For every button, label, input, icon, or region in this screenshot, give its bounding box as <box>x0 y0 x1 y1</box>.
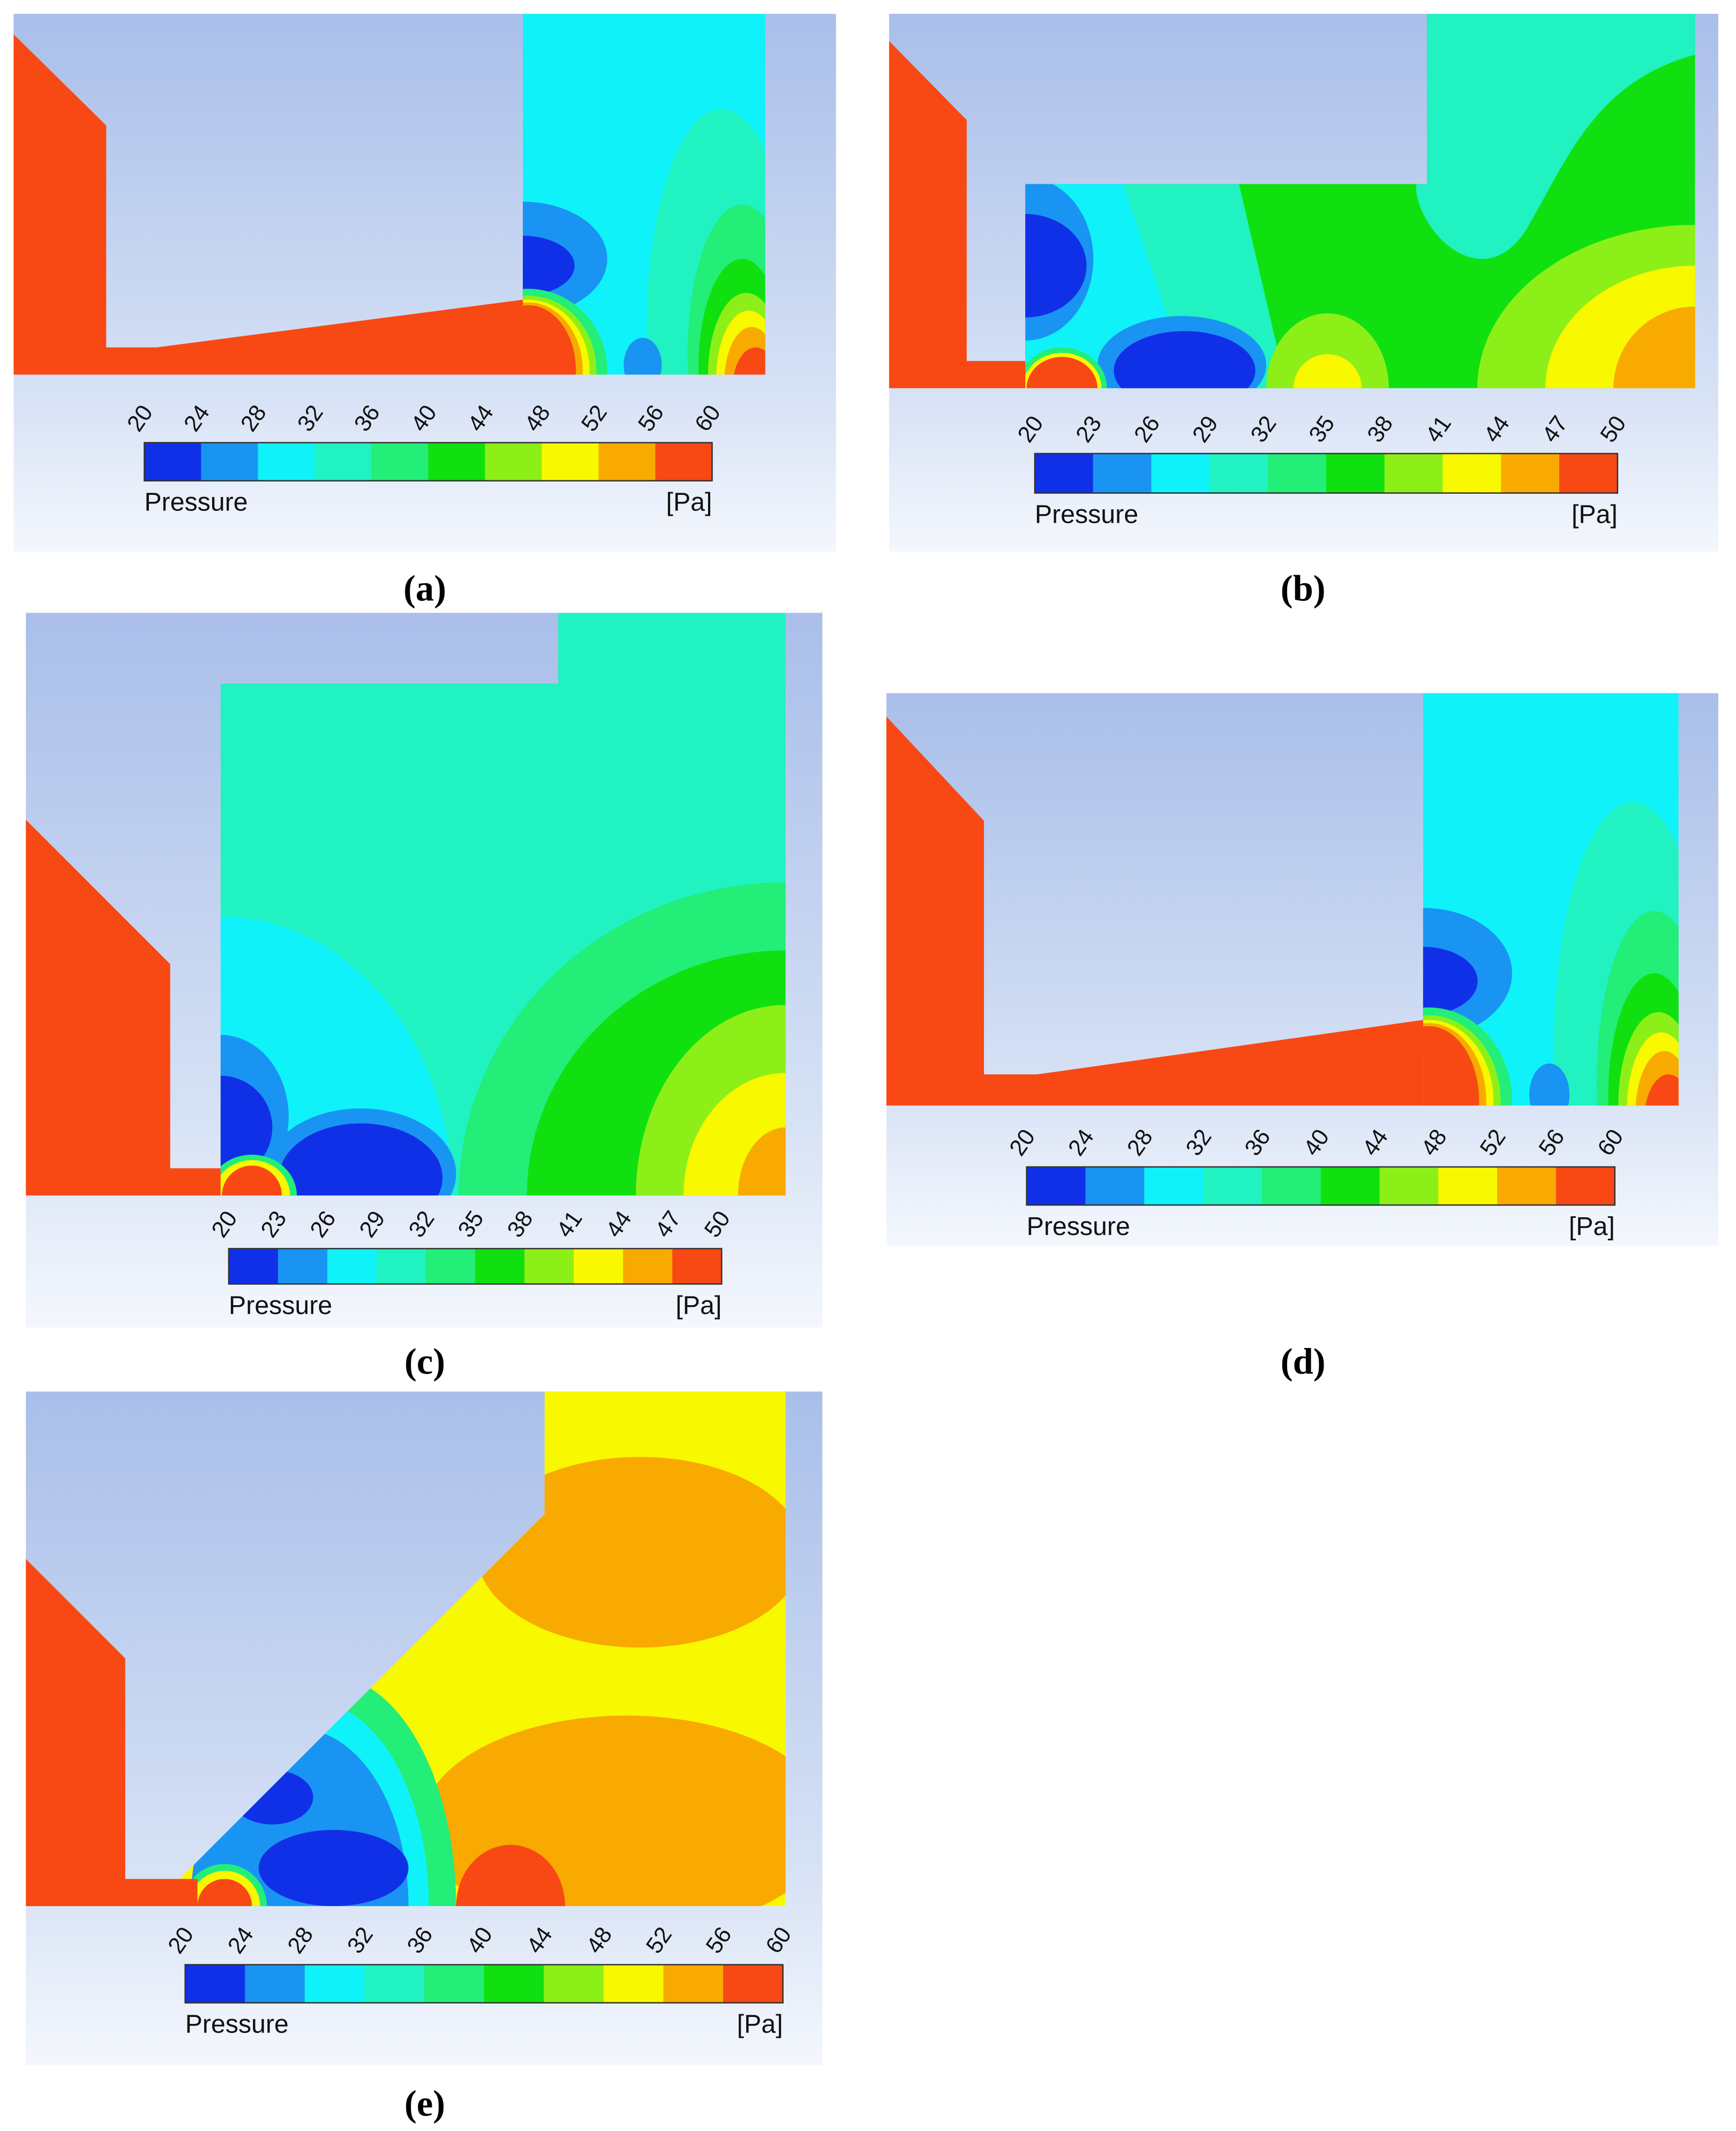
colorbar-segment <box>185 1964 246 2003</box>
contour-region <box>220 916 452 1196</box>
colorbar-segment <box>1559 453 1618 493</box>
colorbar-segment <box>524 1248 574 1284</box>
shape <box>220 613 786 1196</box>
contour-plot <box>26 613 786 1196</box>
contour-region <box>279 1123 443 1196</box>
colorbar-segment <box>1209 453 1268 493</box>
colorbar-segment <box>201 442 259 481</box>
colorbar-segment <box>1555 1166 1615 1206</box>
contour-region <box>476 1457 786 1648</box>
contour-region <box>1416 13 1695 259</box>
colorbar-segment <box>574 1248 623 1284</box>
colorbar-title: Pressure <box>229 1291 332 1320</box>
colorbar-segment <box>1501 453 1560 493</box>
colorbar-segment <box>1085 1166 1145 1206</box>
colorbar-segment <box>144 442 202 481</box>
contour-region <box>26 819 221 1196</box>
colorbar-segment <box>327 1248 377 1284</box>
colorbar-segment <box>1268 453 1327 493</box>
colorbar-segment <box>371 442 429 481</box>
colorbar-segment <box>1497 1166 1557 1206</box>
colorbar-segment <box>1442 453 1502 493</box>
contour-region <box>738 1127 786 1196</box>
colorbar-segment <box>1384 453 1444 493</box>
contour-region <box>197 1879 252 1907</box>
contour-region <box>636 1005 786 1196</box>
colorbar-unit: [Pa] <box>1569 1212 1615 1241</box>
contour-region <box>26 1558 198 1907</box>
colorbar-segment <box>485 442 543 481</box>
colorbar-unit: [Pa] <box>666 488 712 517</box>
contour-region <box>456 1844 565 1907</box>
colorbar-segment <box>672 1248 723 1284</box>
contour-region <box>190 1729 409 1907</box>
colorbar-segment <box>377 1248 426 1284</box>
colorbar-segment <box>623 1248 673 1284</box>
colorbar-segment <box>258 442 315 481</box>
colorbar-segment <box>1151 453 1211 493</box>
colorbar-segment <box>278 1248 328 1284</box>
colorbar-unit: [Pa] <box>737 2010 783 2039</box>
colorbar-segment <box>1093 453 1152 493</box>
colorbar-segment <box>229 1248 279 1284</box>
colorbar-segment <box>426 1248 476 1284</box>
colorbar-segment <box>598 442 656 481</box>
contour-region <box>683 1073 786 1196</box>
panel-label: (c) <box>404 1341 445 1382</box>
contour-region <box>1545 266 1695 388</box>
panel-label: (e) <box>404 2083 445 2124</box>
colorbar-title: Pressure <box>1035 500 1138 529</box>
colorbar-segment <box>484 1964 545 2003</box>
colorbar-title: Pressure <box>1027 1212 1130 1241</box>
panel-label: (a) <box>403 568 446 608</box>
contour-region <box>1613 306 1695 388</box>
colorbar-segment <box>1144 1166 1204 1206</box>
colorbar-frame <box>144 442 713 481</box>
colorbar-frame <box>184 1964 784 2004</box>
colorbar-segment <box>1320 1166 1380 1206</box>
colorbar-frame <box>228 1248 723 1285</box>
contour-region <box>527 950 786 1196</box>
contour-region <box>222 1165 282 1196</box>
contour-region <box>220 1075 273 1179</box>
colorbar-segment <box>542 442 599 481</box>
colorbar-segment <box>424 1964 485 2003</box>
contour-region <box>1266 313 1389 388</box>
colorbar-title: Pressure <box>185 2010 289 2039</box>
colorbar-segment <box>1326 453 1385 493</box>
colorbar-segment <box>655 442 713 481</box>
panel-label: (d) <box>1281 1341 1326 1382</box>
colorbar-segment <box>428 442 486 481</box>
contour-region <box>889 41 1026 388</box>
colorbar-segment <box>1034 453 1094 493</box>
colorbar-unit: [Pa] <box>675 1291 722 1320</box>
colorbar-segment <box>314 442 372 481</box>
contour-region <box>1293 354 1362 388</box>
colorbar-segment <box>1438 1166 1498 1206</box>
colorbar-title: Pressure <box>144 488 247 517</box>
colorbar-segment <box>723 1964 784 2003</box>
contour-region <box>1026 357 1098 388</box>
contour-region <box>1114 331 1256 388</box>
colorbar-segment <box>1026 1166 1086 1206</box>
colorbar-segment <box>544 1964 604 2003</box>
colorbar-segment <box>364 1964 425 2003</box>
colorbar-segment <box>1379 1166 1439 1206</box>
contour-region <box>258 1829 409 1907</box>
panel-label: (b) <box>1281 568 1326 608</box>
colorbar-frame <box>1026 1166 1616 1206</box>
colorbar-segment <box>245 1964 305 2003</box>
colorbar-segment <box>475 1248 525 1284</box>
colorbar-segment <box>304 1964 365 2003</box>
colorbar-segment <box>1203 1166 1262 1206</box>
contour-region <box>1025 214 1087 318</box>
colorbar-frame <box>1034 453 1619 494</box>
colorbar-unit: [Pa] <box>1572 500 1618 529</box>
colorbar-segment <box>663 1964 724 2003</box>
colorbar-segment <box>603 1964 664 2003</box>
colorbar-segment <box>1261 1166 1321 1206</box>
